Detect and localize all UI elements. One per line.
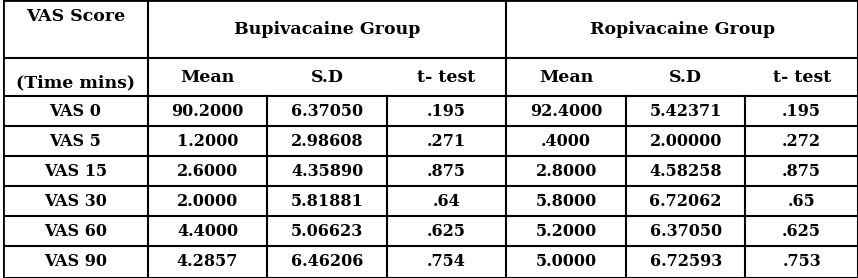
Text: VAS Score: VAS Score [26, 8, 125, 24]
Text: .272: .272 [782, 133, 821, 150]
Text: .195: .195 [427, 103, 466, 120]
Text: 2.6000: 2.6000 [177, 163, 239, 180]
Text: 4.58258: 4.58258 [650, 163, 722, 180]
Text: t- test: t- test [772, 68, 831, 86]
Text: VAS 60: VAS 60 [44, 222, 107, 240]
Text: 2.00000: 2.00000 [650, 133, 722, 150]
Text: .65: .65 [788, 192, 816, 210]
Text: VAS 0: VAS 0 [50, 103, 101, 120]
Text: 90.2000: 90.2000 [172, 103, 244, 120]
Text: t- test: t- test [418, 68, 475, 86]
Text: VAS 90: VAS 90 [44, 254, 107, 270]
Text: 5.8000: 5.8000 [535, 192, 597, 210]
Text: 4.35890: 4.35890 [291, 163, 363, 180]
Text: .875: .875 [782, 163, 821, 180]
Text: 4.2857: 4.2857 [177, 254, 239, 270]
Text: 5.2000: 5.2000 [535, 222, 597, 240]
Text: 4.4000: 4.4000 [177, 222, 238, 240]
Text: Bupivacaine Group: Bupivacaine Group [234, 21, 420, 38]
Text: Mean: Mean [180, 68, 234, 86]
Text: Mean: Mean [539, 68, 593, 86]
Text: 5.42371: 5.42371 [650, 103, 722, 120]
Text: 6.37050: 6.37050 [291, 103, 363, 120]
Text: 6.72062: 6.72062 [650, 192, 722, 210]
Text: .271: .271 [427, 133, 466, 150]
Text: .64: .64 [432, 192, 461, 210]
Text: .753: .753 [782, 254, 821, 270]
Text: .195: .195 [782, 103, 821, 120]
Text: 2.98608: 2.98608 [291, 133, 364, 150]
Text: .754: .754 [427, 254, 466, 270]
Text: 5.0000: 5.0000 [535, 254, 596, 270]
Text: 5.81881: 5.81881 [291, 192, 364, 210]
Text: VAS 30: VAS 30 [44, 192, 107, 210]
Text: Ropivacaine Group: Ropivacaine Group [589, 21, 775, 38]
Text: .875: .875 [427, 163, 466, 180]
Text: 6.72593: 6.72593 [650, 254, 722, 270]
Text: .625: .625 [427, 222, 466, 240]
Text: S.D: S.D [311, 68, 343, 86]
Text: VAS 15: VAS 15 [44, 163, 107, 180]
Text: .625: .625 [782, 222, 821, 240]
Text: 92.4000: 92.4000 [530, 103, 602, 120]
Text: VAS 5: VAS 5 [50, 133, 101, 150]
Text: 6.46206: 6.46206 [291, 254, 363, 270]
Text: 2.8000: 2.8000 [535, 163, 597, 180]
Text: 1.2000: 1.2000 [177, 133, 239, 150]
Text: S.D: S.D [669, 68, 702, 86]
Text: 5.06623: 5.06623 [291, 222, 363, 240]
Text: 6.37050: 6.37050 [650, 222, 722, 240]
Text: 2.0000: 2.0000 [177, 192, 239, 210]
Text: .4000: .4000 [541, 133, 591, 150]
Text: (Time mins): (Time mins) [16, 75, 135, 91]
